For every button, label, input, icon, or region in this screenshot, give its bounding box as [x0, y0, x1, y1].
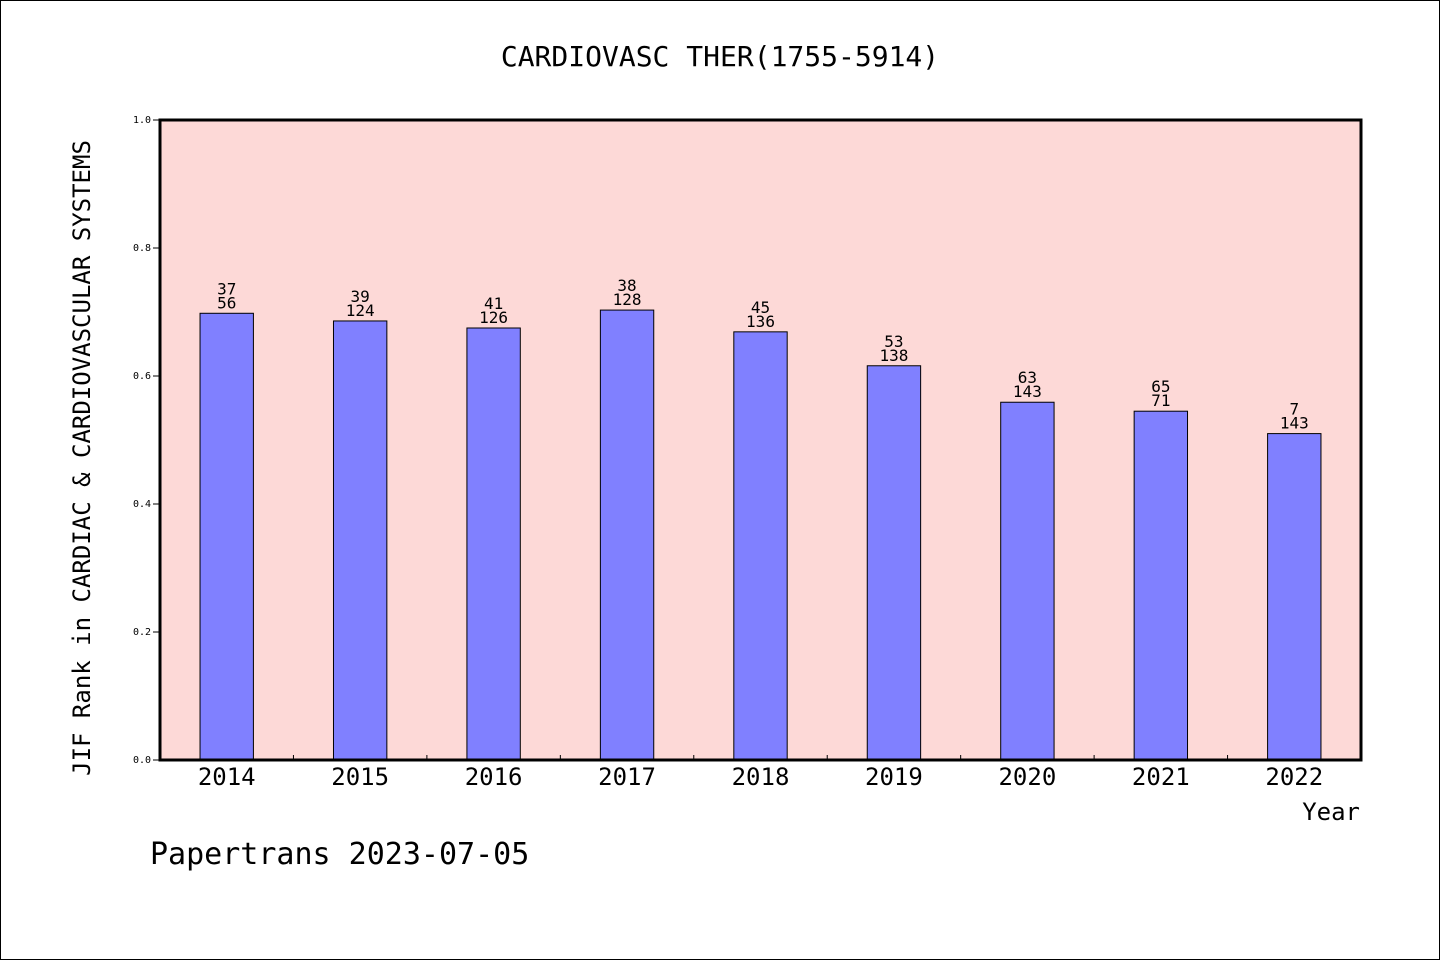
watermark-text: Papertrans 2023-07-05 — [150, 837, 529, 872]
x-tick-label: 2021 — [1132, 763, 1190, 791]
x-tick-label: 2018 — [732, 763, 790, 791]
x-axis-label: Year — [1302, 798, 1360, 826]
x-tick-label: 2014 — [198, 763, 256, 791]
bar-total-label: 56 — [217, 293, 236, 312]
bar-2018 — [733, 331, 788, 761]
y-axis: 0.0 0.2 0.4 0.6 0.8 1.0 — [133, 115, 160, 766]
bar-rank-label: 53 — [884, 332, 903, 351]
bar-total-label: 128 — [613, 290, 642, 309]
y-tick-label: 0.0 — [133, 755, 151, 766]
bar-2021 — [1133, 410, 1189, 761]
bar-total-label: 124 — [346, 301, 375, 320]
y-tick-label: 0.4 — [133, 499, 151, 510]
chart-title: CARDIOVASC THER(1755-5914) — [501, 40, 939, 73]
y-axis-label: JIF Rank in CARDIAC & CARDIOVASCULAR SYS… — [68, 140, 96, 776]
bar-rank-label: 38 — [617, 276, 636, 295]
bar-rank-label: 39 — [351, 287, 370, 306]
bar-2014 — [199, 312, 254, 761]
plot-border — [158, 118, 1363, 762]
y-tick-label: 0.2 — [133, 627, 151, 638]
bar-total-label: 138 — [879, 346, 908, 365]
bar-rank-label: 65 — [1151, 377, 1170, 396]
bar-2017 — [599, 309, 655, 761]
x-tick-label: 2017 — [598, 763, 656, 791]
bar-2015 — [332, 320, 388, 761]
bar-rank-label: 37 — [217, 279, 236, 298]
bar-total-label: 71 — [1151, 391, 1170, 410]
x-axis: 2014 2015 2016 2017 2018 2019 2020 2021 2022 — [198, 755, 1323, 791]
bar-total-label: 126 — [479, 308, 508, 327]
bar-rank-label: 41 — [484, 294, 503, 313]
bar-2016 — [466, 327, 521, 761]
y-tick-label: 0.8 — [133, 243, 151, 254]
bar-total-label: 136 — [746, 312, 775, 331]
bar-rank-label: 63 — [1018, 368, 1037, 387]
bar-rank-label: 7 — [1289, 400, 1299, 419]
bar-2022 — [1267, 433, 1322, 761]
bar-total-label: 143 — [1013, 382, 1042, 401]
x-tick-label: 2019 — [865, 763, 923, 791]
x-tick-label: 2015 — [331, 763, 389, 791]
y-tick-label: 0.6 — [133, 371, 151, 382]
y-tick-label: 1.0 — [133, 115, 151, 126]
bar-2019 — [866, 365, 922, 761]
x-tick-label: 2022 — [1265, 763, 1323, 791]
bar-rank-label: 45 — [751, 298, 770, 317]
x-tick-label: 2016 — [465, 763, 523, 791]
x-tick-label: 2020 — [998, 763, 1056, 791]
bar-total-label: 143 — [1280, 414, 1309, 433]
bars-group — [199, 309, 1322, 761]
bar-2020 — [1000, 401, 1055, 761]
